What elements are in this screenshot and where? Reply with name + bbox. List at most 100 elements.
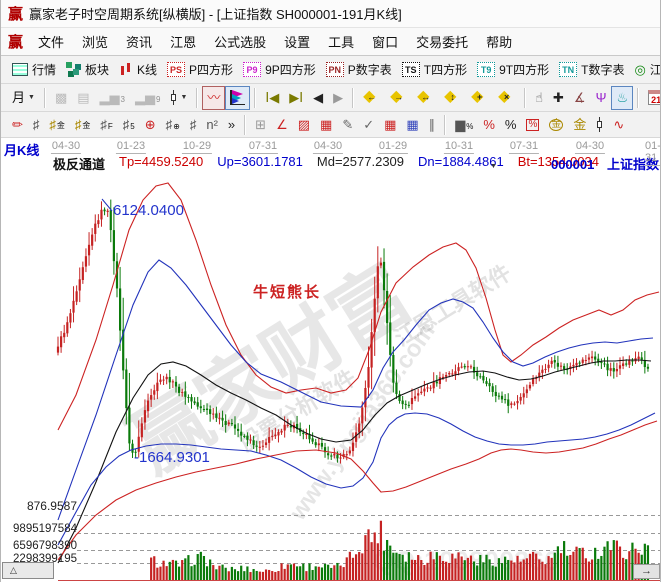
toolbar-button-label: 行情 <box>32 63 57 77</box>
kline-button[interactable]: K线 <box>114 58 162 82</box>
gann-box-icon[interactable]: ▨ <box>293 113 315 137</box>
diamond-arrow-icon: ◆ ↔ <box>417 88 431 105</box>
crosshair-tool-button[interactable]: ✚ <box>548 86 569 110</box>
pencil-lines-icon[interactable]: ✎ <box>337 113 358 137</box>
hand-tool-button[interactable]: ☝ <box>530 86 548 110</box>
prev-button[interactable]: ◀ <box>308 86 328 110</box>
red-grid-icon-glyph: ▦ <box>384 117 397 132</box>
menu-items: 文件 浏览 资讯 江恩 公式选股 设置 工具 窗口 交易委托 帮助 <box>29 29 521 54</box>
menu-item-帮助[interactable]: 帮助 <box>486 35 513 50</box>
toolbar-separator <box>196 87 199 108</box>
period-month-button[interactable]: 月 ▼ <box>7 86 40 110</box>
toolbar-button-label: 板块 <box>85 63 110 77</box>
parallel-lines-icon[interactable]: ∥ <box>424 113 441 137</box>
candle-brush-icon[interactable] <box>591 113 608 137</box>
channel-tool-button[interactable]: ♨ <box>611 85 634 110</box>
zoom-in-button[interactable]: ◆ + <box>466 86 493 110</box>
calendar-icon: 21 <box>648 90 660 105</box>
grid-tool-icon[interactable]: ♯ <box>28 113 45 137</box>
shift-right-button[interactable]: ◆ → <box>385 86 412 110</box>
toolbar-button-label: P四方形 <box>189 63 234 77</box>
grid-gold1-icon[interactable]: ♯ 金 <box>44 113 70 137</box>
menu-item-文件[interactable]: 文件 <box>38 35 65 50</box>
menu-item-浏览[interactable]: 浏览 <box>82 35 109 50</box>
percent-range-icon[interactable]: % <box>478 113 500 137</box>
menu-item-窗口[interactable]: 窗口 <box>372 35 399 50</box>
grid-compass-icon[interactable]: ♯ ⊕ <box>161 113 185 137</box>
frame-tool-icon[interactable]: ⊞ <box>250 113 271 137</box>
9t-square-button[interactable]: T9 9T四方形 <box>472 58 554 82</box>
pn-icon: PN <box>325 62 344 77</box>
t-table-button[interactable]: TN T数字表 <box>554 58 629 82</box>
menu-item-交易委托[interactable]: 交易委托 <box>416 35 469 50</box>
9p-square-button[interactable]: P9 9P四方形 <box>238 58 321 82</box>
fan-lines-icon-glyph: ∠ <box>276 117 288 132</box>
blue-grid-icon[interactable]: ▦ <box>401 113 423 137</box>
kline-icon <box>119 62 133 77</box>
percent-range-icon-glyph: % <box>483 117 495 132</box>
expand-y-button[interactable]: ◆ ↕ <box>439 86 466 110</box>
bars9-icon: ▂▅ 9 <box>130 86 165 110</box>
gann-grid-icon-glyph: ▦ <box>320 117 333 132</box>
grid-wide-icon[interactable]: ♯ <box>185 113 202 137</box>
p-square-button[interactable]: PS P四方形 <box>162 58 238 82</box>
t-square-button[interactable]: TS T四方形 <box>397 58 472 82</box>
menu-item-公式选股[interactable]: 公式选股 <box>214 35 267 50</box>
next-button[interactable]: ▶ <box>328 86 348 110</box>
frame-tool-icon-glyph: ⊞ <box>255 117 267 132</box>
icon-subscript: 9 <box>156 95 161 104</box>
symbol-label: 000001 上证指数 <box>551 154 659 173</box>
chart-panel[interactable]: 赢家财富 股票分析软件 江恩工具软件 www.yingjia360.com QQ:100… <box>1 138 661 582</box>
toolbar-navigation: 月▼▩▤▂▅3▂▅9▼〰Ⅰ◀▶Ⅰ◀▶◆←◆→◆↔◆↕◆+◆×☝✚∡Ψ♨21▤ <box>1 84 660 112</box>
wave-icon-glyph: ∿ <box>613 117 625 132</box>
first-page-button[interactable]: Ⅰ◀ <box>260 86 284 110</box>
last-page-button[interactable]: ▶Ⅰ <box>284 86 308 110</box>
bars9-icon-glyph: ▂▅ <box>135 90 155 105</box>
more-tools-button[interactable]: » <box>223 113 240 137</box>
wave-icon[interactable]: ∿ <box>608 113 629 137</box>
color-chart-button[interactable] <box>225 85 251 110</box>
zongheng-chart-button[interactable]: 〰 <box>202 85 226 110</box>
grid-5-icon[interactable]: ♯ 5 <box>118 113 140 137</box>
grid-gold2-icon[interactable]: ♯ 金 <box>70 113 96 137</box>
compass-brush-icon[interactable]: ⊕ <box>140 113 161 137</box>
expand-x-button[interactable]: ◆ ↔ <box>412 86 439 110</box>
parallel-lines-icon-glyph: ∥ <box>428 117 436 132</box>
gold-circle-icon[interactable]: 金 <box>544 113 568 137</box>
expand-pane-button[interactable]: △ <box>2 562 54 579</box>
percent-lines-icon[interactable]: % <box>521 113 544 137</box>
menu-item-江恩[interactable]: 江恩 <box>170 35 197 50</box>
quotes-button[interactable]: 行情 <box>7 58 61 82</box>
menu-item-设置[interactable]: 设置 <box>284 35 311 50</box>
pagoda-tool-button[interactable]: Ψ <box>591 86 612 110</box>
p-table-button[interactable]: PN P数字表 <box>321 58 397 82</box>
percent-icon[interactable]: % <box>500 113 522 137</box>
gold-lines-icon[interactable]: 金 <box>568 113 591 137</box>
zoom-out-button[interactable]: ◆ × <box>493 86 520 110</box>
shift-left-button[interactable]: ◆ ← <box>358 86 385 110</box>
calendar-button[interactable]: 21 <box>643 86 660 110</box>
bars3-icon-glyph: ▂▅ 3 <box>100 91 125 104</box>
grid-f-icon[interactable]: ♯ F <box>95 113 117 137</box>
scroll-right-button[interactable]: → <box>633 564 660 579</box>
menu-item-资讯[interactable]: 资讯 <box>126 35 153 50</box>
volume-percent-icon[interactable]: ▆% <box>450 113 478 137</box>
n-squared-icon[interactable]: n² <box>201 113 223 137</box>
blocks-icon <box>66 62 82 77</box>
pagoda-tool-button-glyph: Ψ <box>595 90 607 105</box>
fan-lines-icon[interactable]: ∠ <box>271 113 293 137</box>
red-grid-icon[interactable]: ▦ <box>379 113 401 137</box>
kline-canvas[interactable] <box>1 138 661 582</box>
indicator-value-dn: Dn=1884.4861 <box>418 154 504 169</box>
check-tool-icon[interactable]: ✓ <box>358 113 379 137</box>
grid-compass-icon-glyph: ♯ <box>165 117 173 132</box>
brush-tool-icon[interactable]: ✏ <box>7 113 28 137</box>
sectors-button[interactable]: 板块 <box>61 58 114 82</box>
angle-tool-button[interactable]: ∡ <box>569 86 591 110</box>
gann-wheel-button[interactable]: ◎江恩轮 <box>629 58 660 82</box>
toolbar-button-label: P数字表 <box>347 63 392 77</box>
menu-item-工具[interactable]: 工具 <box>328 35 355 50</box>
gann-grid-icon[interactable]: ▦ <box>315 113 337 137</box>
grid-f-icon-glyph: ♯ F <box>100 118 112 131</box>
candle-type-button[interactable]: ▼ <box>165 86 192 110</box>
